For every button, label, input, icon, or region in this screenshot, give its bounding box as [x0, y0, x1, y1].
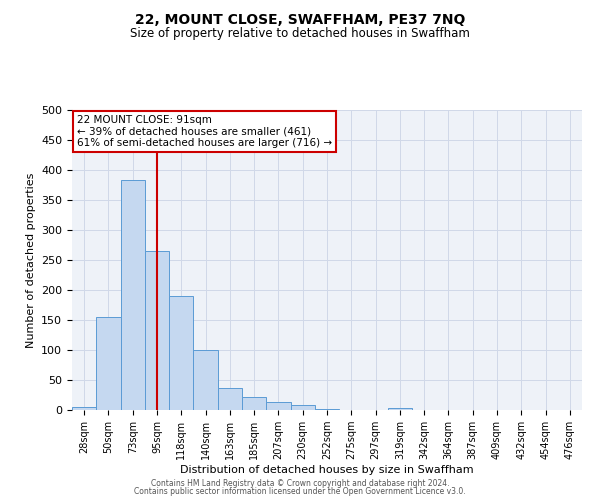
Bar [193, 350, 218, 410]
Text: Contains HM Land Registry data © Crown copyright and database right 2024.: Contains HM Land Registry data © Crown c… [151, 478, 449, 488]
Text: 22 MOUNT CLOSE: 91sqm
← 39% of detached houses are smaller (461)
61% of semi-det: 22 MOUNT CLOSE: 91sqm ← 39% of detached … [77, 115, 332, 148]
Bar [218, 388, 242, 410]
Bar [388, 408, 412, 410]
Bar [145, 251, 169, 410]
Bar [290, 405, 315, 410]
Text: 22, MOUNT CLOSE, SWAFFHAM, PE37 7NQ: 22, MOUNT CLOSE, SWAFFHAM, PE37 7NQ [135, 12, 465, 26]
Bar [121, 180, 145, 410]
Text: Contains public sector information licensed under the Open Government Licence v3: Contains public sector information licen… [134, 487, 466, 496]
X-axis label: Distribution of detached houses by size in Swaffham: Distribution of detached houses by size … [180, 465, 474, 475]
Bar [315, 409, 339, 410]
Bar [169, 296, 193, 410]
Bar [242, 397, 266, 410]
Bar [96, 317, 121, 410]
Bar [72, 407, 96, 410]
Y-axis label: Number of detached properties: Number of detached properties [26, 172, 35, 348]
Bar [266, 402, 290, 410]
Text: Size of property relative to detached houses in Swaffham: Size of property relative to detached ho… [130, 28, 470, 40]
